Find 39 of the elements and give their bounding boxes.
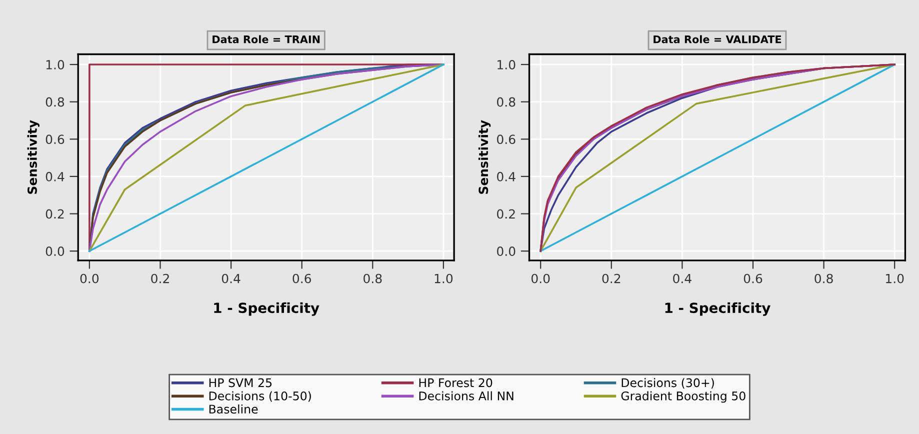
line-series: [88, 64, 444, 252]
y-tick-label: 0.8: [497, 97, 516, 107]
legend-label: Decisions All NN: [419, 391, 514, 400]
legend-label: Baseline: [209, 404, 258, 414]
x-tick-label: 1.0: [886, 274, 904, 284]
x-tick-label: 1.0: [434, 274, 453, 284]
y-axis-title: Sensitivity: [27, 120, 40, 194]
x-tick-label: 0.0: [80, 274, 99, 284]
line-series: [540, 64, 896, 252]
x-tick-label: 0.6: [744, 274, 762, 284]
x-tick-label: 0.4: [673, 274, 692, 284]
chart-title: Data Role = TRAIN: [212, 35, 320, 44]
x-tick-label: 0.2: [151, 274, 169, 284]
y-tick-label: 0.2: [497, 209, 515, 219]
legend-label: Decisions (10-50): [209, 391, 311, 402]
x-tick-label: 0.2: [602, 274, 620, 284]
y-tick-label: 1.0: [498, 60, 516, 70]
y-tick-label: 0.6: [497, 134, 516, 144]
x-tick-label: 0.6: [292, 274, 311, 284]
x-tick-label: 0.8: [364, 274, 382, 284]
chart-title: Data Role = VALIDATE: [654, 35, 782, 44]
y-tick-label: 0.0: [46, 246, 64, 256]
y-tick-label: 0.6: [46, 134, 64, 144]
y-tick-label: 0.8: [46, 97, 64, 107]
x-tick-label: 0.4: [222, 274, 240, 284]
legend-label: Decisions (30+): [622, 378, 714, 389]
legend-label: HP SVM 25: [209, 378, 272, 388]
y-axis-title: Sensitivity: [478, 120, 491, 194]
y-tick-label: 0.2: [46, 209, 64, 219]
y-tick-label: 0.4: [46, 172, 64, 182]
y-tick-label: 1.0: [46, 60, 64, 70]
x-axis-title: 1 - Specificity: [665, 302, 770, 316]
legend-label: HP Forest 20: [419, 378, 492, 388]
legend-label: Gradient Boosting 50: [621, 391, 746, 403]
y-tick-label: 0.0: [497, 246, 516, 256]
x-tick-label: 0.8: [814, 274, 833, 284]
x-tick-label: 0.0: [531, 274, 550, 284]
x-axis-title: 1 - Specificity: [214, 302, 320, 316]
y-tick-label: 0.4: [497, 172, 516, 182]
